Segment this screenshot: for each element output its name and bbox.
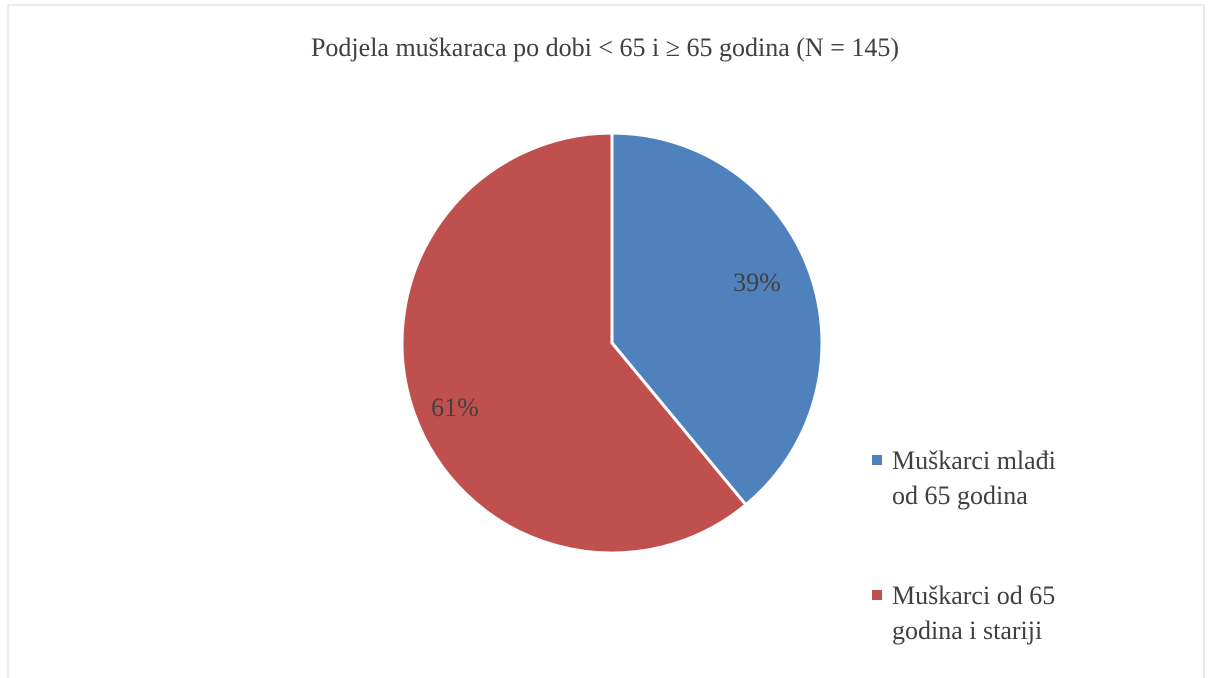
chart-border <box>7 4 1205 678</box>
legend-label: Muškarci mlađi od 65 godina <box>892 446 1056 510</box>
chart-title: Podjela muškaraca po dobi < 65 i ≥ 65 go… <box>311 33 899 62</box>
data-label: 39% <box>733 268 781 297</box>
legend-label: Muškarci od 65 godina i stariji <box>892 581 1056 645</box>
pie-slice <box>400 131 748 555</box>
legend-swatch <box>872 455 882 465</box>
legend-swatch <box>872 590 882 600</box>
data-label: 61% <box>431 393 479 422</box>
pie-slice <box>610 131 824 507</box>
